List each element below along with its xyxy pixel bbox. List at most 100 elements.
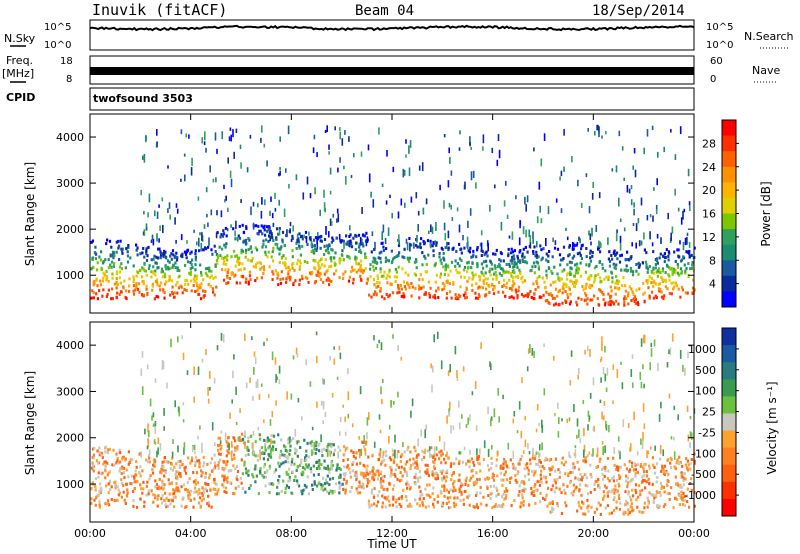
echo-cell — [381, 398, 383, 405]
echo-cell — [137, 282, 141, 286]
echo-cell — [398, 290, 401, 294]
echo-cell — [323, 379, 325, 385]
echo-cell — [449, 157, 451, 164]
echo-cell — [344, 130, 346, 135]
echo-cell — [330, 464, 333, 468]
echo-cell — [178, 269, 181, 273]
echo-cell — [303, 260, 306, 263]
echo-cell — [317, 232, 319, 236]
echo-cell — [558, 417, 560, 425]
echo-cell — [377, 284, 380, 288]
echo-cell — [686, 250, 689, 254]
echo-cell — [154, 378, 157, 383]
echo-cell — [355, 473, 358, 477]
echo-cell — [252, 431, 255, 436]
echo-cell — [551, 502, 554, 505]
echo-cell — [160, 486, 163, 490]
echo-cell — [138, 471, 141, 475]
echo-cell — [424, 429, 426, 439]
echo-cell — [258, 449, 261, 453]
x-tick-label: 00:00 — [74, 527, 106, 540]
echo-cell — [449, 269, 452, 273]
echo-cell — [672, 506, 675, 510]
echo-cell — [355, 451, 358, 455]
echo-cell — [532, 451, 534, 457]
echo-cell — [365, 470, 368, 474]
echo-cell — [537, 255, 540, 259]
echo-cell — [118, 276, 121, 280]
echo-cell — [536, 276, 539, 280]
echo-cell — [268, 444, 271, 448]
echo-cell — [254, 464, 257, 468]
echo-cell — [92, 453, 96, 457]
echo-cell — [143, 211, 145, 215]
echo-cell — [629, 479, 632, 483]
echo-cell — [275, 374, 277, 383]
echo-cell — [458, 461, 461, 465]
echo-cell — [361, 440, 364, 444]
echo-cell — [111, 276, 114, 280]
echo-cell — [557, 468, 560, 472]
echo-cell — [686, 405, 689, 412]
echo-cell — [670, 129, 672, 133]
echo-cell — [381, 501, 384, 505]
echo-cell — [387, 259, 390, 263]
echo-cell — [648, 294, 651, 298]
echo-cell — [346, 463, 350, 467]
echo-cell — [407, 483, 410, 487]
echo-cell — [195, 471, 199, 475]
echo-cell — [326, 268, 329, 272]
echo-cell — [432, 249, 435, 253]
echo-cell — [617, 302, 620, 306]
echo-cell — [667, 212, 669, 220]
echo-cell — [283, 444, 286, 448]
echo-cell — [278, 228, 281, 236]
echo-cell — [662, 469, 666, 473]
power-cbar-label: Power [dB] — [759, 181, 773, 246]
echo-cell — [443, 494, 446, 498]
echo-cell — [673, 250, 676, 254]
echo-cell — [647, 477, 650, 481]
echo-cell — [199, 505, 202, 509]
echo-cell — [280, 245, 283, 249]
echo-cell — [339, 468, 342, 472]
echo-cell — [312, 249, 315, 253]
echo-cell — [356, 476, 359, 480]
echo-cell — [175, 203, 178, 208]
echo-cell — [658, 504, 661, 508]
echo-cell — [226, 254, 229, 258]
echo-cell — [556, 502, 559, 505]
echo-cell — [439, 272, 442, 276]
echo-cell — [493, 286, 496, 290]
echo-cell — [353, 474, 356, 478]
echo-cell — [679, 267, 683, 271]
echo-cell — [465, 424, 468, 428]
echo-cell — [563, 166, 565, 172]
echo-cell — [540, 480, 543, 484]
echo-cell — [270, 255, 273, 259]
echo-cell — [425, 424, 428, 431]
echo-cell — [158, 238, 160, 243]
echo-cell — [595, 465, 598, 469]
echo-cell — [224, 466, 227, 470]
echo-cell — [147, 267, 151, 271]
echo-cell — [513, 411, 516, 417]
echo-cell — [204, 267, 208, 271]
echo-cell — [452, 425, 455, 430]
echo-cell — [248, 274, 252, 278]
echo-cell — [148, 430, 150, 438]
echo-cell — [640, 338, 643, 347]
echo-cell — [396, 291, 399, 295]
date-title: 18/Sep/2014 — [592, 3, 685, 19]
echo-cell — [490, 456, 493, 460]
echo-cell — [236, 470, 240, 473]
echo-cell — [599, 250, 602, 254]
echo-cell — [534, 265, 537, 268]
echo-cell — [254, 356, 257, 365]
echo-cell — [512, 450, 515, 460]
echo-cell — [643, 232, 645, 240]
echo-cell — [116, 498, 119, 502]
echo-cell — [263, 143, 266, 148]
echo-cell — [141, 491, 144, 495]
colorbar-tick-label: -25 — [698, 426, 716, 439]
